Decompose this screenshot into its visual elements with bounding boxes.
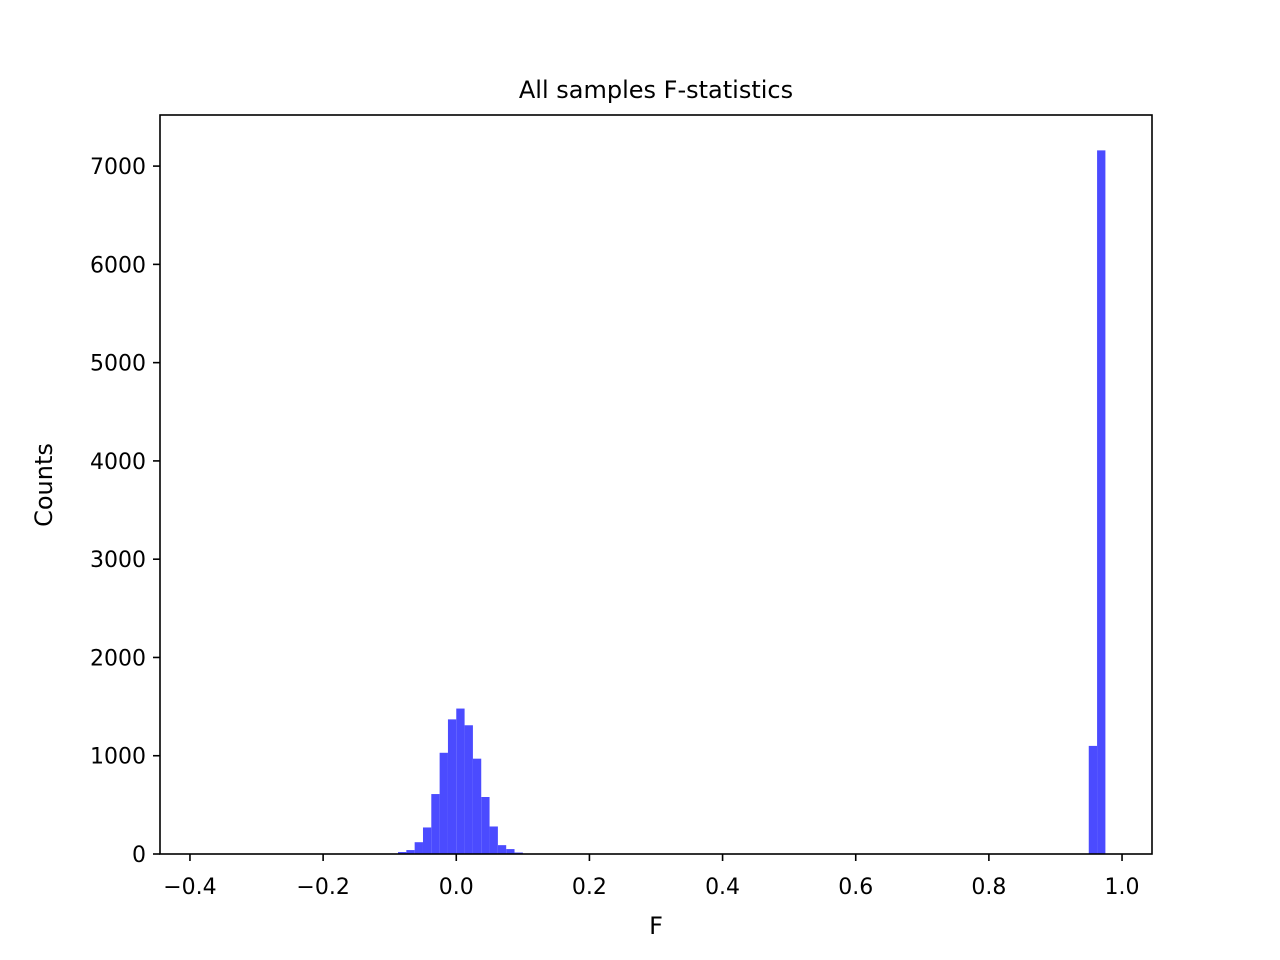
histogram-bar [439, 752, 448, 854]
x-tick-label: 0.6 [838, 875, 873, 900]
y-tick-label: 1000 [90, 745, 146, 770]
x-tick-label: 0.2 [572, 875, 607, 900]
histogram-bar [497, 845, 507, 854]
x-tick-label: 0.0 [439, 875, 474, 900]
histogram-bar [489, 826, 498, 854]
y-tick-label: 0 [132, 843, 146, 868]
y-axis-ticks: 0 1000 2000 3000 4000 5000 6000 7000 [90, 155, 160, 868]
histogram-bar [414, 842, 423, 854]
x-tick-label: 0.4 [705, 875, 740, 900]
x-tick-label: 1.0 [1105, 875, 1140, 900]
y-tick-label: 5000 [90, 352, 146, 377]
histogram-bars [398, 150, 1106, 854]
x-tick-label: −0.2 [296, 875, 349, 900]
x-tick-label: 0.8 [971, 875, 1006, 900]
histogram-bar [431, 794, 440, 854]
histogram-bar [506, 849, 515, 854]
x-axis-ticks: −0.4 −0.2 0.0 0.2 0.4 0.6 0.8 1.0 [163, 854, 1140, 900]
histogram-bar [406, 850, 415, 854]
histogram-bar [456, 708, 465, 854]
histogram-bar [1088, 745, 1098, 854]
y-tick-label: 7000 [90, 155, 146, 180]
x-axis-label: F [649, 912, 663, 940]
histogram-bar [472, 758, 482, 854]
chart-title: All samples F-statistics [519, 76, 793, 104]
x-tick-label: −0.4 [163, 875, 216, 900]
y-tick-label: 4000 [90, 450, 146, 475]
histogram-bar [464, 725, 473, 854]
histogram-bar [1097, 150, 1106, 854]
histogram-bar [422, 827, 432, 854]
y-tick-label: 3000 [90, 548, 146, 573]
histogram-bar [398, 852, 407, 854]
plot-frame [159, 114, 1153, 855]
histogram-bar [447, 719, 457, 854]
y-axis-label: Counts [30, 443, 58, 527]
y-tick-label: 6000 [90, 253, 146, 278]
y-tick-label: 2000 [90, 646, 146, 671]
histogram-bar [481, 797, 490, 854]
